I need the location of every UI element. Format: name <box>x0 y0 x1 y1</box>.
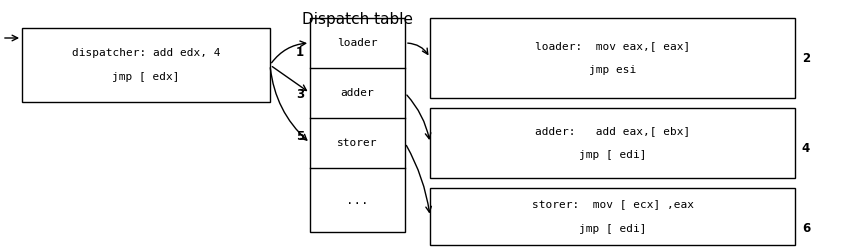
Text: 2: 2 <box>802 51 810 65</box>
Text: ...: ... <box>347 194 369 206</box>
Bar <box>430 108 795 178</box>
Text: jmp [ edx]: jmp [ edx] <box>113 72 180 82</box>
Text: 6: 6 <box>802 222 810 235</box>
Bar <box>430 188 795 245</box>
Text: jmp esi: jmp esi <box>589 65 636 75</box>
Text: loader: loader <box>337 38 378 48</box>
Bar <box>310 18 405 232</box>
Text: 4: 4 <box>802 142 810 154</box>
Text: 1: 1 <box>296 46 304 58</box>
Text: loader:  mov eax,[ eax]: loader: mov eax,[ eax] <box>535 41 690 51</box>
Text: jmp [ edi]: jmp [ edi] <box>579 150 646 160</box>
Text: adder:   add eax,[ ebx]: adder: add eax,[ ebx] <box>535 126 690 136</box>
Text: jmp [ edi]: jmp [ edi] <box>579 224 646 234</box>
Text: 5: 5 <box>296 130 304 142</box>
Text: Dispatch table: Dispatch table <box>303 12 414 27</box>
Text: adder: adder <box>341 88 374 98</box>
Bar <box>22 28 270 102</box>
Text: 3: 3 <box>296 87 304 101</box>
Text: storer:  mov [ ecx] ,eax: storer: mov [ ecx] ,eax <box>531 200 693 209</box>
Text: storer: storer <box>337 138 378 148</box>
Bar <box>430 18 795 98</box>
Text: dispatcher: add edx, 4: dispatcher: add edx, 4 <box>71 48 220 58</box>
